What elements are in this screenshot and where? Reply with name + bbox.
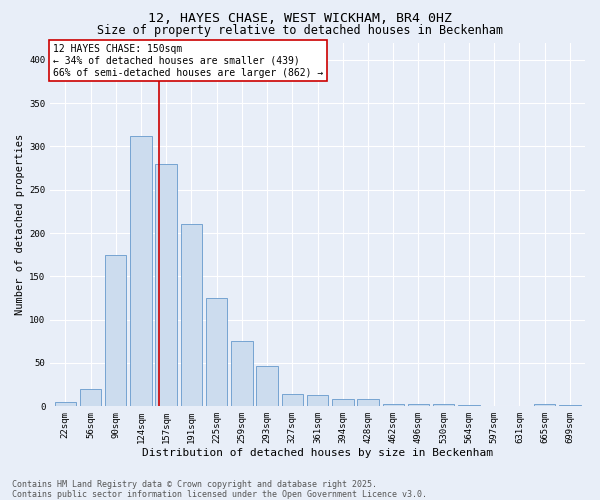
Bar — [383, 404, 404, 406]
Bar — [281, 394, 303, 406]
Bar — [181, 224, 202, 406]
Bar — [307, 395, 328, 406]
Bar — [231, 342, 253, 406]
Text: 12 HAYES CHASE: 150sqm
← 34% of detached houses are smaller (439)
66% of semi-de: 12 HAYES CHASE: 150sqm ← 34% of detached… — [53, 44, 323, 78]
Bar — [55, 402, 76, 406]
Y-axis label: Number of detached properties: Number of detached properties — [15, 134, 25, 315]
Bar — [433, 404, 454, 406]
Bar — [358, 400, 379, 406]
Bar — [332, 400, 353, 406]
Bar — [534, 404, 556, 406]
Bar — [155, 164, 177, 406]
Bar — [408, 404, 429, 406]
Bar — [80, 389, 101, 406]
Text: Size of property relative to detached houses in Beckenham: Size of property relative to detached ho… — [97, 24, 503, 37]
Text: Contains HM Land Registry data © Crown copyright and database right 2025.
Contai: Contains HM Land Registry data © Crown c… — [12, 480, 427, 499]
Bar — [130, 136, 152, 406]
X-axis label: Distribution of detached houses by size in Beckenham: Distribution of detached houses by size … — [142, 448, 493, 458]
Text: 12, HAYES CHASE, WEST WICKHAM, BR4 0HZ: 12, HAYES CHASE, WEST WICKHAM, BR4 0HZ — [148, 12, 452, 26]
Bar — [206, 298, 227, 406]
Bar — [256, 366, 278, 406]
Bar — [105, 254, 127, 406]
